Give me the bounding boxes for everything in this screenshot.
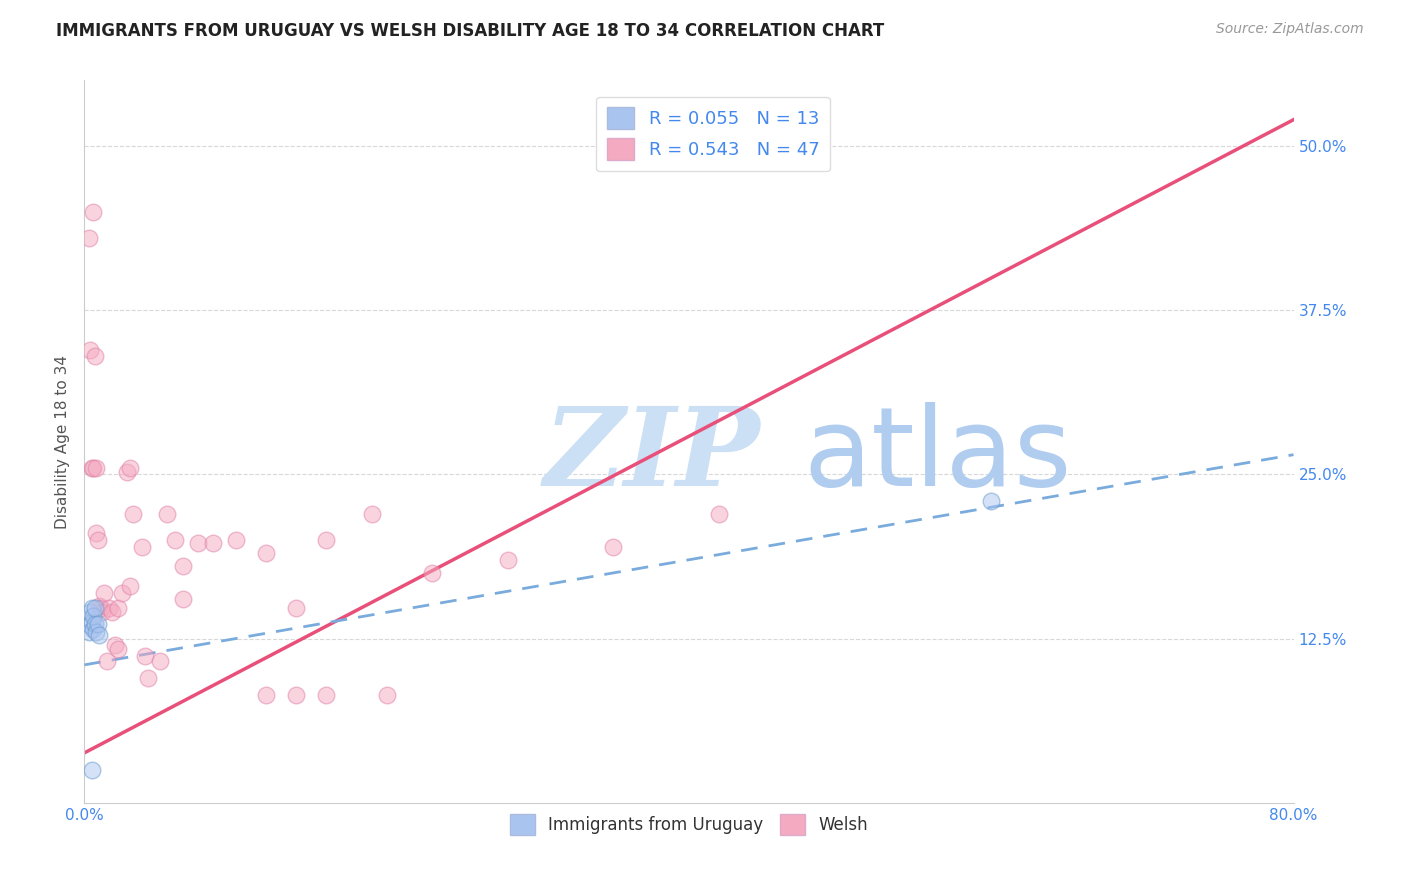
- Point: [285, 688, 308, 702]
- Point: [602, 540, 624, 554]
- Point: [315, 688, 337, 702]
- Point: [172, 559, 194, 574]
- Point: [136, 671, 159, 685]
- Point: [82, 460, 104, 475]
- Point: [93, 585, 115, 599]
- Point: [82, 609, 104, 624]
- Point: [82, 623, 104, 637]
- Point: [111, 585, 134, 599]
- Point: [201, 535, 224, 549]
- Point: [118, 460, 141, 475]
- Point: [115, 465, 138, 479]
- Point: [285, 601, 308, 615]
- Text: ZIP: ZIP: [544, 402, 761, 509]
- Point: [89, 627, 111, 641]
- Point: [172, 592, 194, 607]
- Point: [254, 546, 277, 560]
- Point: [79, 343, 101, 357]
- Point: [156, 507, 179, 521]
- Point: [86, 526, 108, 541]
- Point: [134, 648, 156, 663]
- Point: [225, 533, 247, 547]
- Point: [86, 460, 108, 475]
- Point: [107, 601, 129, 615]
- Point: [187, 535, 209, 549]
- Text: IMMIGRANTS FROM URUGUAY VS WELSH DISABILITY AGE 18 TO 34 CORRELATION CHART: IMMIGRANTS FROM URUGUAY VS WELSH DISABIL…: [56, 22, 884, 40]
- Point: [84, 349, 107, 363]
- Legend: Immigrants from Uruguay, Welsh: Immigrants from Uruguay, Welsh: [503, 808, 875, 841]
- Point: [91, 605, 114, 619]
- Point: [79, 605, 101, 619]
- Point: [315, 533, 337, 547]
- Point: [709, 507, 731, 521]
- Point: [84, 601, 107, 615]
- Point: [254, 688, 277, 702]
- Point: [360, 507, 382, 521]
- Point: [121, 507, 143, 521]
- Point: [77, 625, 100, 640]
- Point: [375, 688, 398, 702]
- Point: [107, 642, 129, 657]
- Point: [100, 605, 122, 619]
- Point: [80, 601, 103, 615]
- Point: [97, 601, 120, 615]
- Point: [118, 579, 141, 593]
- Y-axis label: Disability Age 18 to 34: Disability Age 18 to 34: [55, 354, 70, 529]
- Point: [496, 553, 519, 567]
- Point: [165, 533, 187, 547]
- Point: [104, 638, 127, 652]
- Point: [980, 493, 1002, 508]
- Point: [87, 533, 110, 547]
- Point: [420, 566, 443, 580]
- Point: [80, 615, 103, 629]
- Point: [89, 599, 111, 613]
- Text: atlas: atlas: [804, 402, 1073, 509]
- Point: [77, 231, 100, 245]
- Point: [90, 601, 112, 615]
- Point: [87, 617, 110, 632]
- Point: [80, 763, 103, 777]
- Point: [131, 540, 153, 554]
- Point: [96, 654, 118, 668]
- Point: [84, 617, 107, 632]
- Point: [82, 204, 104, 219]
- Point: [149, 654, 172, 668]
- Point: [79, 618, 101, 632]
- Point: [86, 625, 108, 640]
- Point: [80, 460, 103, 475]
- Text: Source: ZipAtlas.com: Source: ZipAtlas.com: [1216, 22, 1364, 37]
